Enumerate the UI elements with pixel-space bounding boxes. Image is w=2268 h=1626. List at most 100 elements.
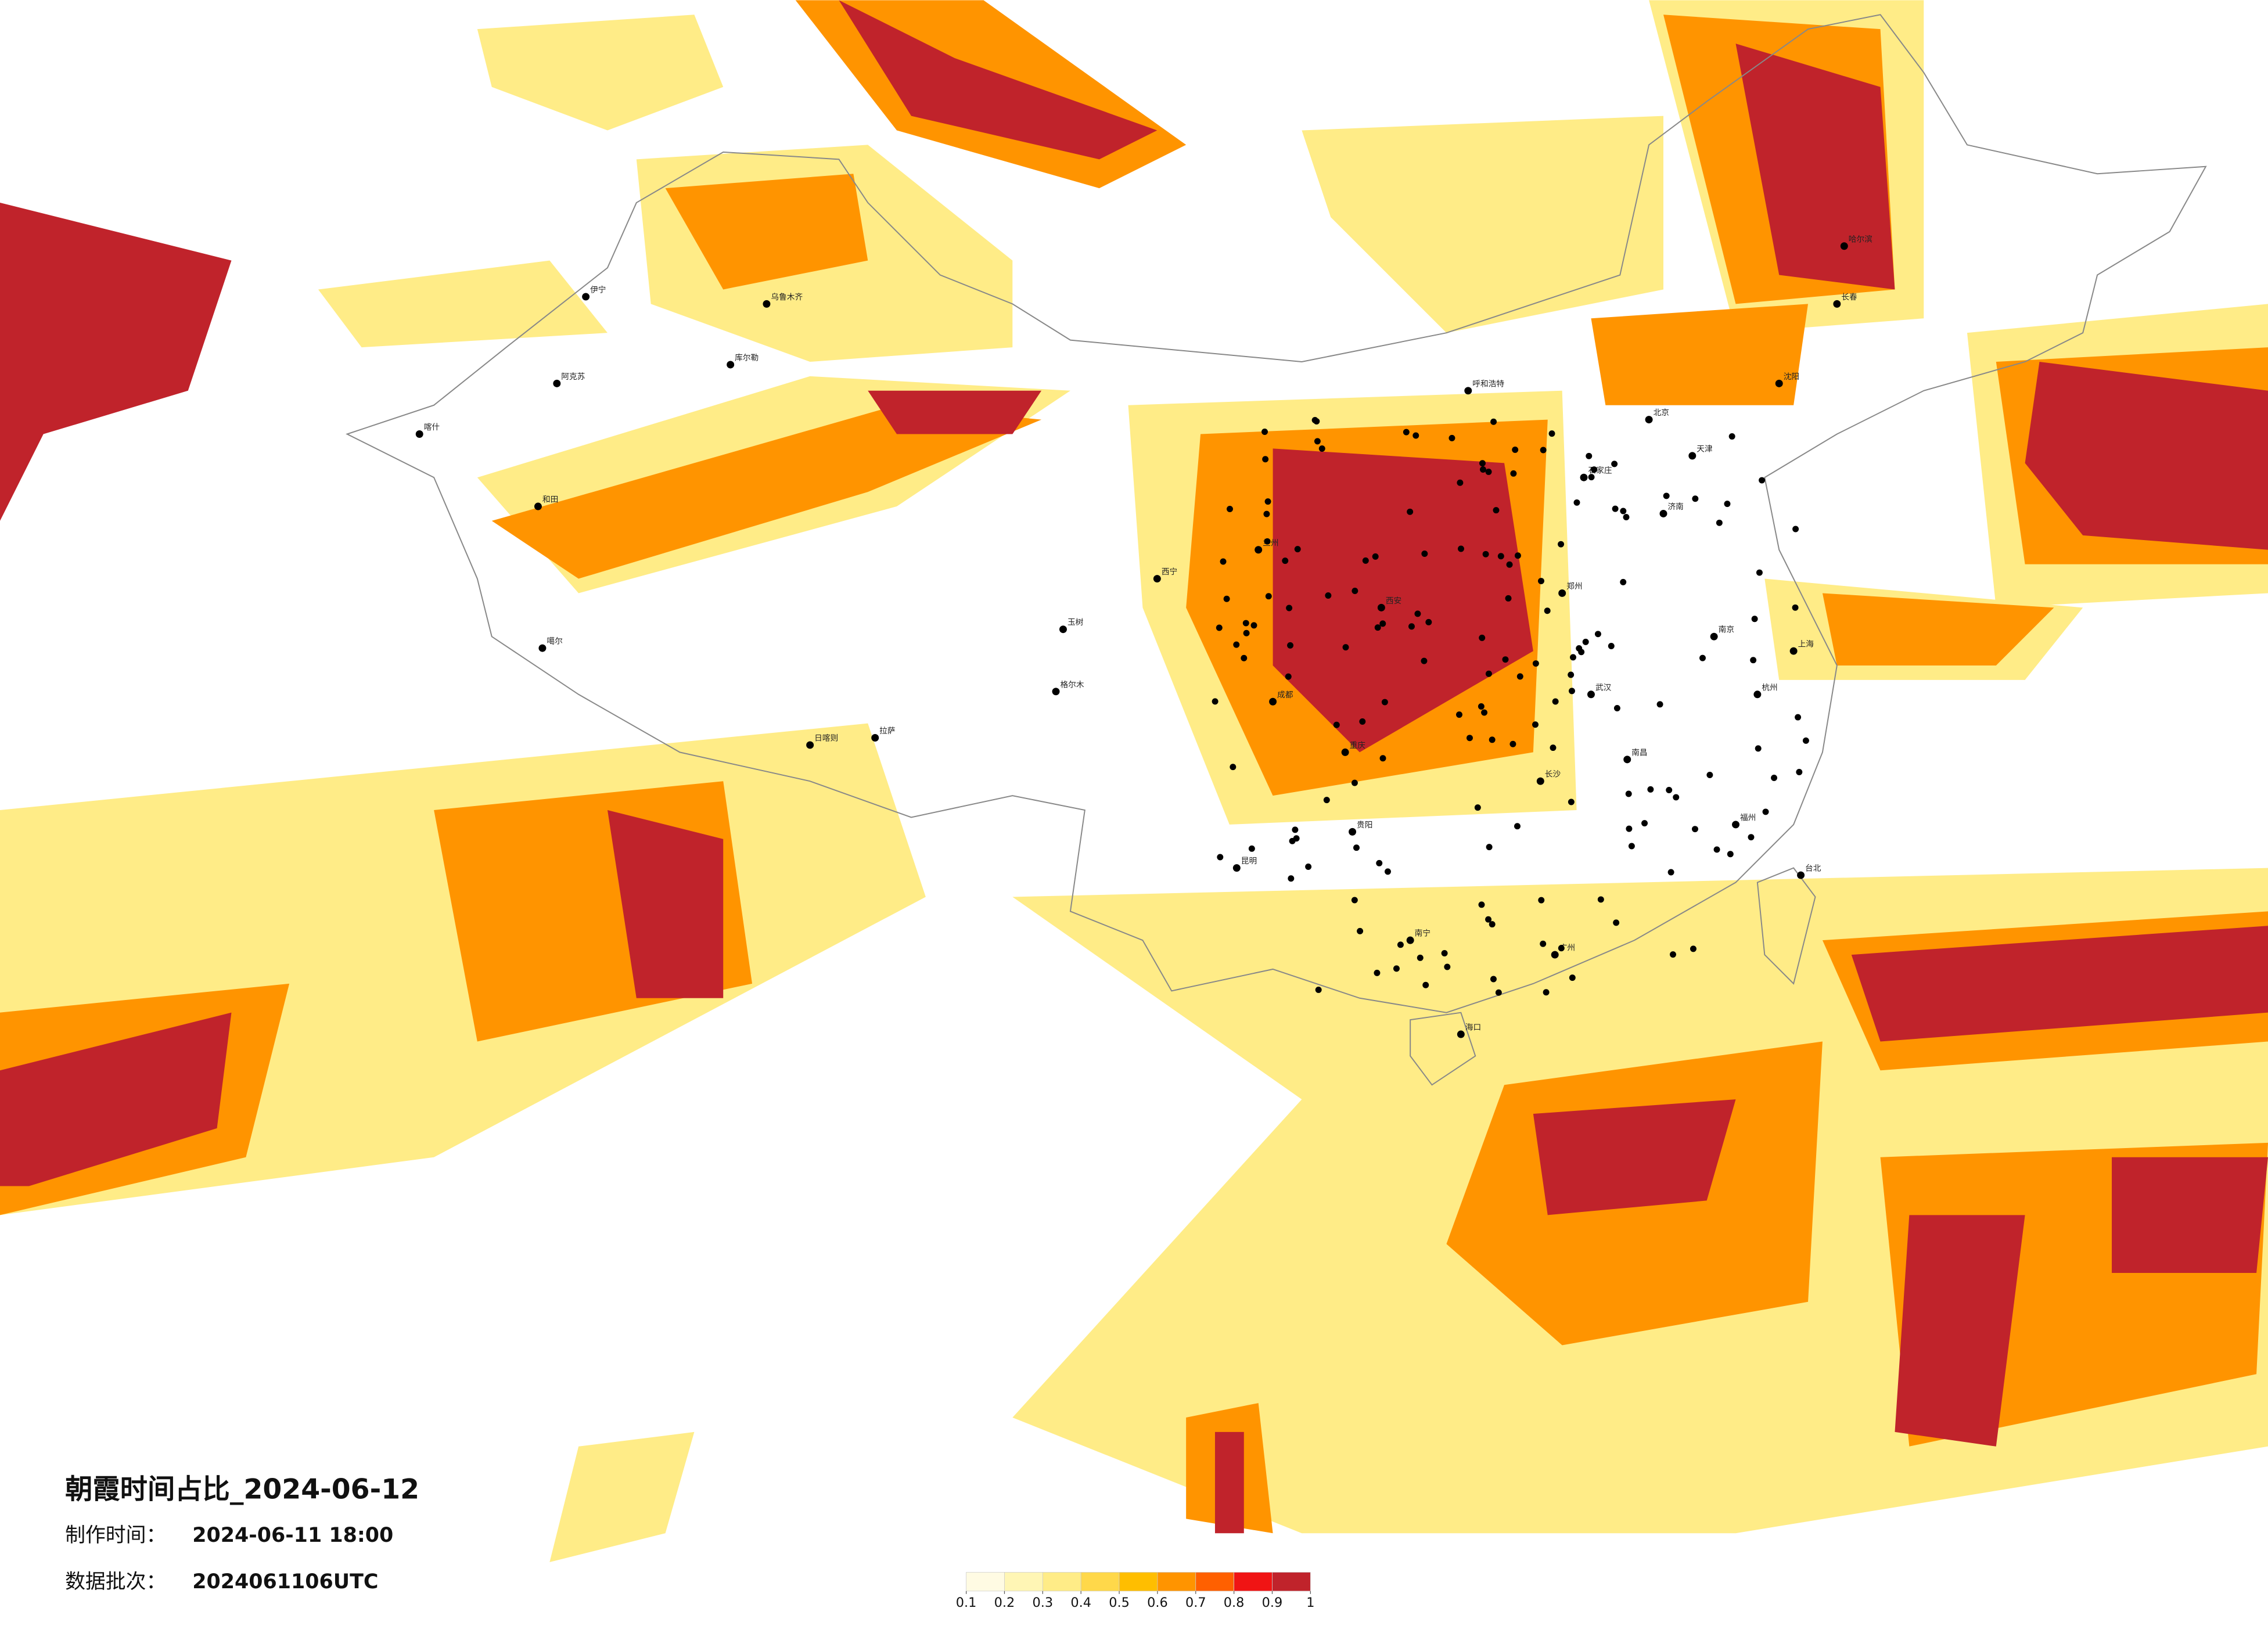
city-dot (1623, 756, 1631, 764)
city-dot (553, 379, 561, 387)
city-dot (1227, 505, 1233, 512)
legend-swatch (1195, 1572, 1234, 1592)
city-dot (1241, 654, 1248, 661)
city-label: 长沙 (1545, 770, 1561, 779)
city-dot (1456, 711, 1462, 718)
city-dot (1608, 643, 1615, 649)
city-dot (1538, 897, 1545, 904)
city-label: 西安 (1386, 596, 1401, 606)
city-dot (1727, 851, 1734, 858)
city-dot (1359, 718, 1366, 725)
city-dot (1323, 797, 1330, 804)
city-dot (1612, 505, 1619, 512)
city-dot (1357, 927, 1364, 934)
city-label: 玉树 (1067, 618, 1084, 627)
city-dot (1540, 447, 1547, 454)
city-dot (1314, 438, 1321, 445)
city-dot (1568, 671, 1575, 678)
city-dot (1285, 673, 1292, 680)
city-dot (1351, 897, 1358, 904)
city-dot (1381, 699, 1388, 706)
city-dot (1673, 794, 1680, 801)
city-dot (1795, 714, 1802, 721)
city-dot (1728, 433, 1735, 440)
city-dot (1457, 479, 1464, 486)
city-dot (1223, 595, 1230, 602)
city-dot (1512, 446, 1519, 453)
city-dot (1374, 969, 1381, 976)
city-dot (1385, 868, 1391, 875)
city-dot (1478, 703, 1485, 710)
city-dot (1532, 721, 1539, 728)
city-dot (1479, 460, 1486, 467)
city-dot (1670, 951, 1676, 958)
made-time: 2024-06-11 18:00 (192, 1524, 393, 1547)
city-label: 伊宁 (590, 285, 606, 294)
city-dot (1538, 578, 1544, 585)
city-dot (1551, 951, 1559, 959)
legend-swatch (1234, 1572, 1273, 1592)
city-dot (1748, 834, 1755, 841)
city-label: 沈阳 (1784, 372, 1799, 382)
city-label: 海口 (1465, 1023, 1481, 1033)
city-dot (1242, 620, 1249, 627)
city-dot (1217, 854, 1224, 861)
city-dot (1372, 553, 1379, 560)
city-label: 南京 (1719, 625, 1734, 635)
city-dot (1659, 510, 1667, 517)
city-dot (1376, 859, 1383, 866)
city-dot (1591, 466, 1598, 473)
city-dot (1490, 976, 1497, 983)
city-label: 阿克苏 (561, 372, 585, 382)
city-dot (727, 361, 735, 369)
city-label: 台北 (1805, 864, 1821, 873)
made-time-label: 制作时间： (65, 1524, 166, 1547)
city-dot (1789, 647, 1798, 655)
legend-tick-label: 0.6 (1147, 1595, 1168, 1610)
legend-swatch (966, 1572, 1005, 1592)
city-dot (1457, 1030, 1465, 1038)
city-dot (1663, 492, 1670, 499)
city-label: 上海 (1798, 640, 1814, 649)
city-dot (1514, 552, 1521, 559)
city-dot (1292, 826, 1299, 833)
city-dot (1294, 546, 1301, 553)
legend-swatch (1004, 1572, 1043, 1592)
city-dot (1489, 921, 1496, 928)
city-dot (1625, 790, 1632, 797)
city-dot (538, 644, 547, 652)
city-dot (1509, 740, 1516, 747)
city-dot (1417, 954, 1424, 961)
city-dot (1750, 657, 1757, 664)
city-dot (1490, 418, 1497, 425)
city-dot (1342, 644, 1349, 651)
city-label: 西宁 (1162, 567, 1177, 577)
city-dot (1690, 945, 1696, 952)
city-label: 和田 (542, 495, 558, 505)
city-dot (1502, 656, 1509, 663)
city-dot (1587, 690, 1595, 699)
city-dot (1269, 697, 1277, 706)
city-dot (1775, 379, 1783, 387)
city-label: 长春 (1841, 293, 1857, 302)
city-dot (1412, 432, 1419, 439)
city-dot (1414, 610, 1421, 617)
city-label: 库尔勒 (735, 353, 759, 362)
city-dot (1489, 736, 1496, 743)
city-dot (1756, 569, 1763, 576)
batch: 2024061106UTC (192, 1570, 378, 1593)
city-label: 天津 (1696, 444, 1713, 454)
city-dot (1656, 701, 1663, 708)
city-label: 乌鲁木齐 (771, 293, 803, 302)
city-dot (1536, 777, 1544, 785)
city-label: 昆明 (1241, 857, 1257, 866)
city-dot (1212, 698, 1219, 705)
city-dot (1620, 508, 1627, 515)
city-dot (1792, 604, 1799, 611)
city-dot (1626, 825, 1633, 832)
city-dot (1481, 709, 1488, 716)
city-label: 南昌 (1631, 748, 1647, 757)
legend-swatch (1119, 1572, 1158, 1592)
city-dot (1250, 622, 1257, 629)
city-dot (1576, 645, 1583, 652)
